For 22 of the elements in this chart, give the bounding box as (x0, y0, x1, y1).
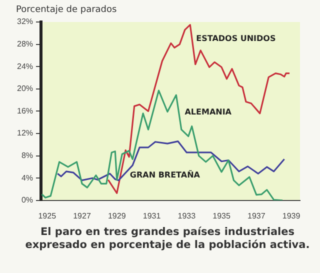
y-tick-label: 32% (16, 17, 34, 26)
y-tick-label: 12% (16, 128, 34, 138)
x-tick-label: 1931 (142, 211, 162, 220)
x-tick-label: 1937 (248, 211, 266, 220)
series-label: ESTADOS UNIDOS (196, 34, 276, 43)
x-tick-label: 1929 (108, 211, 126, 220)
series-label: GRAN BRETAÑA (130, 169, 201, 180)
series-label: ALEMANIA (184, 108, 232, 117)
text: El paro en tres grandes países industriales expresado en porcentaje de la población activa. (24, 226, 311, 252)
x-tick-label: 1939 (282, 211, 301, 220)
x-tick-label: 1925 (38, 211, 57, 220)
y-tick-label: 8% (21, 151, 34, 160)
y-tick-label: 20% (16, 84, 34, 94)
y-axis-title: Porcentaje de parados (16, 4, 118, 15)
y-tick-label: 28% (16, 40, 34, 49)
x-tick-label: 1935 (212, 211, 231, 220)
y-tick-label: 24% (16, 62, 34, 71)
x-tick-label: 1933 (178, 211, 196, 220)
y-tick-label: 16% (16, 106, 34, 116)
y-tick-label: 0% (21, 196, 34, 205)
y-tick-label: 4% (21, 173, 34, 182)
x-tick-label: 1927 (73, 211, 92, 220)
